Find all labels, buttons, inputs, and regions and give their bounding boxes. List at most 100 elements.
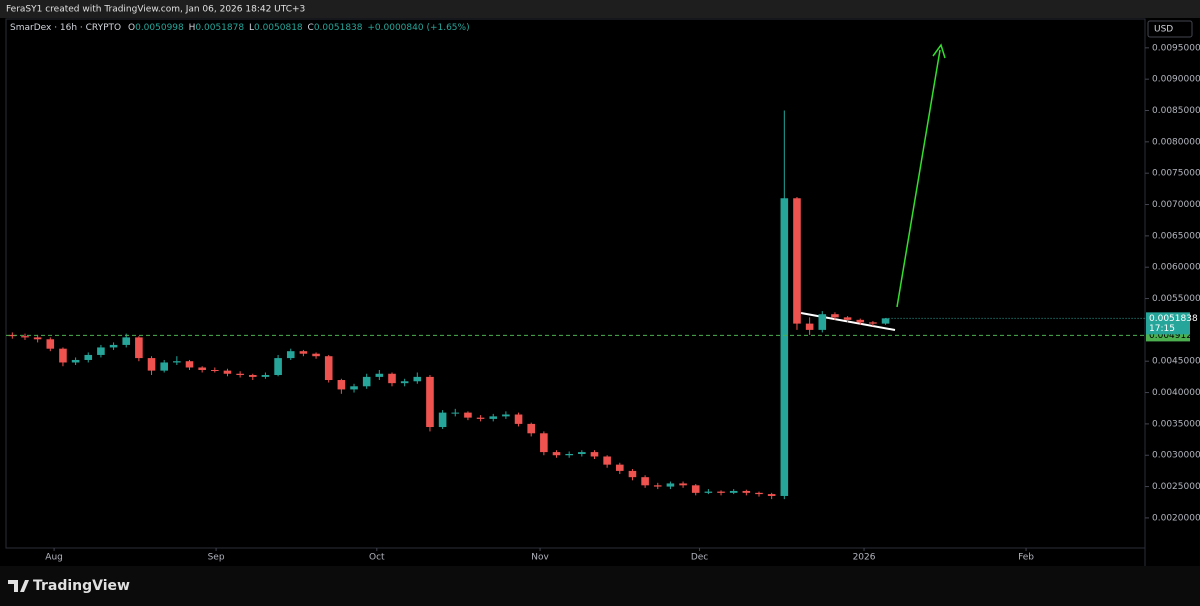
candle-body [261,375,270,377]
currency[interactable]: USD [1154,25,1173,35]
ohlc-value: 0.0050998 [135,23,184,33]
candle-body [451,412,460,414]
candle-body [578,452,586,454]
y-tick-label: 0.0055000 [1152,294,1200,304]
hline-label: 0.0049120 [1149,331,1198,341]
candle-body [185,361,194,368]
footer-bar [0,566,1200,606]
y-tick-label: 0.0040000 [1152,388,1200,398]
y-tick-label: 0.0095000 [1152,43,1200,53]
candle-body [755,492,763,495]
countdown: 17:15 [1149,324,1175,334]
candle-body [299,351,308,354]
ohlc-value: 0.0051878 [195,23,244,33]
candle-body [818,314,827,330]
candle-body [805,323,814,330]
arrow-drawing [896,49,941,308]
candle-body [97,347,105,355]
candle-body [109,344,118,348]
candle-body [742,490,751,493]
candle-body [641,477,649,486]
symbol: SmarDex · 16h · CRYPTO [10,23,121,33]
candle-body [476,417,485,419]
last-price: 0.0051838 [1149,314,1198,324]
y-tick-label: 0.0030000 [1152,451,1200,461]
candle-body [653,485,662,487]
x-tick-label: Sep [208,553,225,563]
candle-body [552,452,561,456]
candle-body [160,362,168,371]
candle-body [84,354,93,360]
arrow-head [932,43,946,59]
candle-body [527,423,536,434]
candle-body [223,370,232,374]
candle-body [211,369,219,371]
candle-body [881,318,890,324]
candle-body [173,361,181,363]
candle-body [717,491,725,493]
candle-body [793,198,801,324]
candle-body [615,464,624,471]
y-tick-label: 0.0075000 [1152,169,1200,179]
brand-logo [8,580,29,592]
candle-body [590,452,599,457]
candle-body [843,317,852,320]
last-price-box [1146,312,1190,335]
candle-body [489,416,498,419]
x-tick-label: Oct [369,553,385,563]
x-tick-label: Nov [531,553,549,563]
y-tick-label: 0.0090000 [1152,75,1200,85]
candle-body [540,433,548,453]
candle-body [691,485,700,493]
candle-body [438,412,447,428]
candle-body [388,373,396,384]
candle-body [198,367,206,370]
candle-body [147,358,156,371]
candle-body [565,453,573,456]
candle-body [704,491,713,493]
candle-body [46,339,55,349]
candle-body [729,490,738,493]
candle-body [286,351,295,359]
x-tick-label: Feb [1018,553,1034,563]
x-tick-label: 2026 [853,553,876,563]
ohlc-value: 0.0051838 [314,23,363,33]
ohlc-name: L [249,23,254,33]
candle-body [324,356,333,381]
x-tick-label: Aug [45,553,63,563]
candle-body [248,375,257,377]
candle-body [514,414,523,424]
candle-body [413,376,422,382]
y-tick-label: 0.0045000 [1152,357,1200,367]
change: +0.0000840 (+1.65%) [367,23,469,33]
candle-body [274,358,282,376]
candle-body [780,198,789,496]
candle-body [426,376,434,428]
y-tick-label: 0.0065000 [1152,231,1200,241]
candle-body [71,359,80,363]
candle-body [21,336,29,338]
candle-body [400,381,409,384]
plot-layer: 0.0020000 0.0025000 0.0030000 0.0035000 0.00… [6,43,1200,563]
candle-body [767,494,776,496]
candle-body [856,319,865,323]
candle-body [628,470,637,478]
y-tick-label: 0.0085000 [1152,106,1200,116]
ohlc-name: H [189,23,196,33]
symbol-legend: SmarDex · 16h · CRYPTO O0.0050998 H0.005… [10,23,470,33]
candle-body [603,456,611,465]
y-tick-label: 0.0035000 [1152,419,1200,429]
caption-bar [0,0,1200,18]
candle-body [337,380,346,390]
candle-body [502,414,510,417]
y-tick-label: 0.0020000 [1152,513,1200,523]
candle-body [122,337,131,345]
candle-body [8,334,17,337]
currency-button[interactable] [1147,20,1193,38]
candle-body [135,337,143,359]
y-tick-label: 0.0070000 [1152,200,1200,210]
candle-body [869,322,877,324]
plot-area [5,18,1146,549]
candle-body [831,314,839,318]
